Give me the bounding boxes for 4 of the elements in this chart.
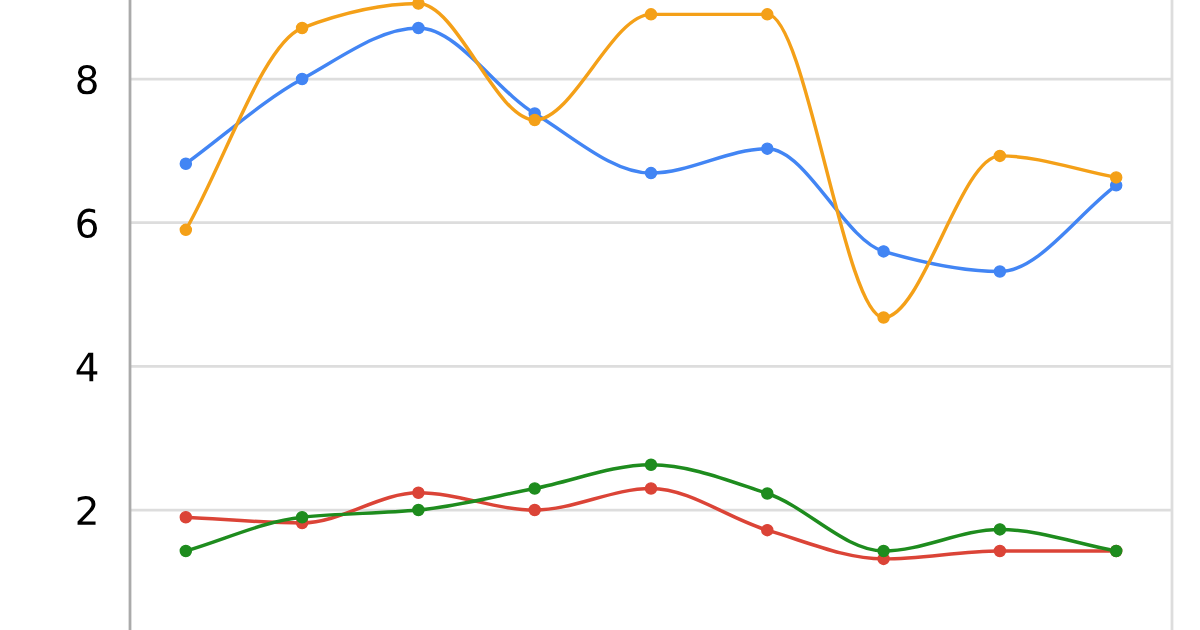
y-tick-label: 8 xyxy=(77,64,97,95)
y-tick-label: 6 xyxy=(77,208,97,239)
y-tick-label: 2 xyxy=(77,495,96,525)
y-tick-label: 4 xyxy=(76,352,98,382)
